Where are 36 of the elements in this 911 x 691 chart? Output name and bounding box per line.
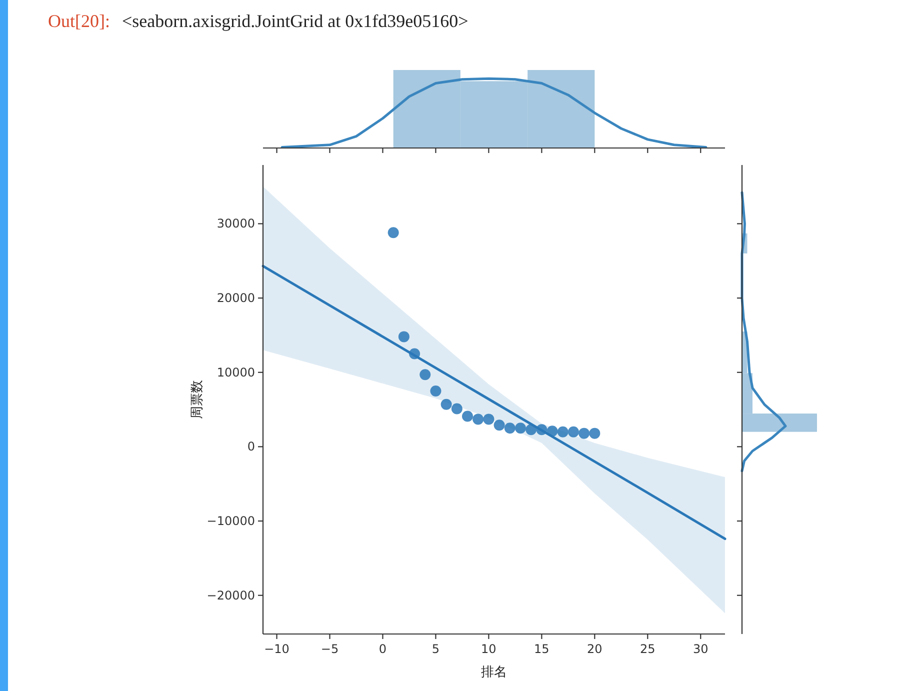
point [483,414,494,425]
point [430,385,442,396]
x-tick-label: −10 [264,642,290,656]
x-tick-label: −5 [320,642,339,656]
line-series [262,264,726,540]
point [514,422,526,434]
y-tick-label: −20000 [206,588,255,602]
x-tick-label: 20 [587,642,602,656]
point [388,227,399,238]
point [494,420,505,431]
y-tick-label: 20000 [216,291,255,306]
point [578,428,590,439]
point [440,398,452,410]
x-tick-label: 0 [378,642,387,656]
y-axis-title: 周票数 [190,380,205,419]
point [589,428,600,439]
text: Out[20]: [48,11,110,31]
x-tick-label: 10 [481,642,496,656]
text: <seaborn.axisgrid.JointGrid at 0x1fd39e05160> [122,11,468,31]
point [462,410,474,422]
x-axis-title: 排名 [481,665,507,680]
x-tick-label: 15 [534,642,550,656]
point [568,426,579,438]
point [451,403,462,414]
y-tick-label: −10000 [206,514,255,528]
x-tick-label: 30 [692,642,708,656]
point [504,422,516,434]
x-tick-label: 5 [432,642,440,656]
point [398,331,410,342]
y-tick-label: 10000 [216,365,255,380]
y-tick-label: 0 [247,440,255,454]
point [472,414,484,425]
point [420,369,431,380]
point [557,426,568,438]
x-tick-label: 25 [640,642,656,656]
y-tick-label: 30000 [216,216,255,231]
